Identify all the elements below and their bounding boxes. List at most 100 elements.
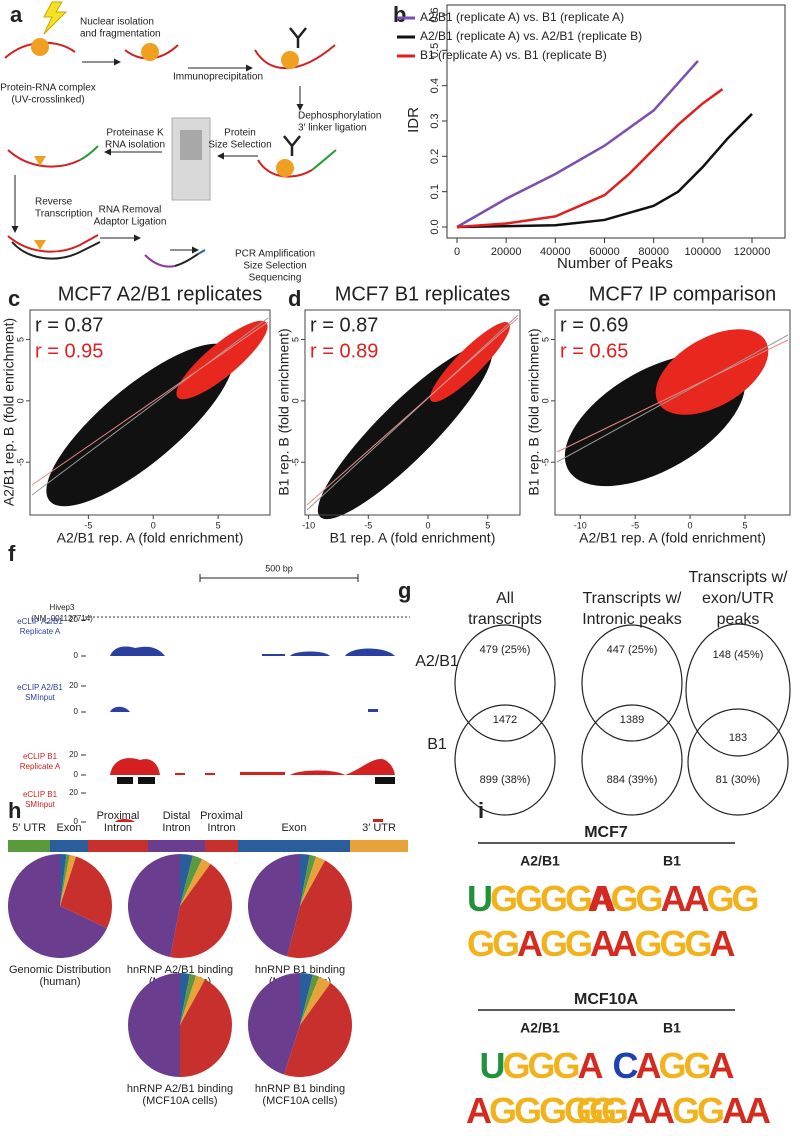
x-tick-label: -5 xyxy=(364,520,372,530)
motif-letter: G xyxy=(565,923,591,964)
region-label: Exon xyxy=(281,822,306,834)
motif-letter: G xyxy=(553,1045,579,1086)
y-tick-label: 0 xyxy=(15,398,25,403)
motif-letter: G xyxy=(707,878,733,919)
venn-count: 183 xyxy=(729,732,747,744)
plot-frame xyxy=(29,309,271,516)
x-axis-label: A2/B1 rep. A (fold enrichment) xyxy=(579,530,766,546)
y-tick-label: 5 xyxy=(15,337,25,342)
venn-header: Transcripts w/ xyxy=(583,590,683,607)
track-label: SMInput xyxy=(25,693,56,702)
rna xyxy=(7,149,81,168)
fit-line xyxy=(31,317,269,496)
linker xyxy=(79,145,99,161)
gene-region xyxy=(205,840,238,852)
region-label: Distal xyxy=(163,810,191,822)
peptide xyxy=(34,156,46,166)
rna xyxy=(7,234,99,253)
panel-letter: e xyxy=(538,286,550,311)
panel-letter: c xyxy=(8,286,20,311)
pie-slice xyxy=(170,863,233,959)
step-label: PCR Amplification xyxy=(235,249,315,260)
antibody xyxy=(289,27,307,48)
signal xyxy=(110,758,395,775)
motif-logo: UGGGA xyxy=(479,1045,603,1086)
pie-slice xyxy=(287,860,352,958)
region-label: Exon xyxy=(56,822,81,834)
pie-slice xyxy=(300,976,331,1025)
correlation-top: r = 0.95 xyxy=(35,340,103,362)
legend-label: A2/B1 (replicate A) vs. B1 (replicate A) xyxy=(420,10,624,24)
adaptor xyxy=(144,254,176,268)
track-label: eCLIP B1 xyxy=(23,790,58,799)
protein-label: A2/B1 xyxy=(520,853,560,869)
motif-letter: G xyxy=(685,923,711,964)
venn-count: 81 (30%) xyxy=(716,774,761,786)
motif-letter: G xyxy=(635,878,661,919)
motif-letter: G xyxy=(539,1090,565,1131)
panel-letter: f xyxy=(8,541,16,566)
correlation: r = 0.69 xyxy=(560,314,628,336)
gene-name: Hivep3 xyxy=(50,603,75,612)
motif-letter: U xyxy=(467,878,491,919)
cdna xyxy=(11,241,101,260)
antibody xyxy=(283,135,301,156)
motif-letter: G xyxy=(502,1045,528,1086)
pie-caption: hnRNP A2/B1 binding xyxy=(127,964,233,976)
protein xyxy=(31,38,49,56)
region-label: Intron xyxy=(104,822,132,834)
motif-letter: G xyxy=(467,923,493,964)
track-label: Replicate A xyxy=(20,627,61,636)
region-label: 3′ UTR xyxy=(362,822,396,834)
x-tick-label: 5 xyxy=(216,520,221,530)
y-tick-label: -5 xyxy=(15,458,25,466)
pie-slice xyxy=(300,974,320,1025)
pie-slice xyxy=(300,973,313,1025)
pie-slice xyxy=(60,856,112,929)
y-tick-label: -5 xyxy=(540,458,550,466)
y-tick-label: 0 xyxy=(290,398,300,403)
step-label: Protein xyxy=(224,128,256,139)
track-scale: 20 xyxy=(69,750,78,759)
track-scale: 20 xyxy=(69,788,78,797)
y-tick-label: 0 xyxy=(540,398,550,403)
venn-count: 447 (25%) xyxy=(607,644,658,656)
venn-header: exon/UTR xyxy=(702,590,774,607)
fit-line-top xyxy=(306,317,519,506)
motif-letter: U xyxy=(479,1045,503,1086)
motif-letter: G xyxy=(527,1045,553,1086)
pie-slice xyxy=(283,982,353,1077)
x-tick-label: 0 xyxy=(688,520,693,530)
scatter-title: MCF7 A2/B1 replicates xyxy=(58,283,263,305)
pie-slice xyxy=(127,854,180,958)
uv-bolt xyxy=(43,1,68,35)
motif-letter: G xyxy=(659,923,685,964)
motif-letter: G xyxy=(589,1090,615,1131)
motif-letter: G xyxy=(601,1090,627,1131)
gene-accession: (NM_001127714) xyxy=(31,614,93,623)
motif-letter: G xyxy=(658,1045,684,1086)
x-tick-label: -10 xyxy=(302,520,315,530)
motif-letter: A xyxy=(710,923,736,964)
venn-header: peaks xyxy=(717,611,760,628)
workflow-drawing xyxy=(4,1,337,268)
step-label: Transcription xyxy=(35,209,92,220)
correlation: r = 0.87 xyxy=(35,314,103,336)
venn-circle xyxy=(454,704,556,816)
x-tick-label: 20000 xyxy=(491,246,522,258)
step-label: RNA isolation xyxy=(105,140,165,151)
track-label: SMInput xyxy=(25,800,56,809)
protein-label: B1 xyxy=(663,853,681,869)
track-scale: 0 xyxy=(74,651,79,660)
y-axis-label: A2/B1 rep. B (fold enrichment) xyxy=(1,318,17,506)
region-label: Intron xyxy=(162,822,190,834)
y-tick-label: 0.0 xyxy=(429,219,441,234)
venn-diagrams xyxy=(454,623,791,816)
y-tick-label: 0.1 xyxy=(429,184,441,199)
step-label: Reverse xyxy=(35,197,73,208)
cell-line: MCF10A xyxy=(574,991,638,1008)
step-label: Adaptor Ligation xyxy=(94,217,167,228)
motif-letter: G xyxy=(732,878,758,919)
